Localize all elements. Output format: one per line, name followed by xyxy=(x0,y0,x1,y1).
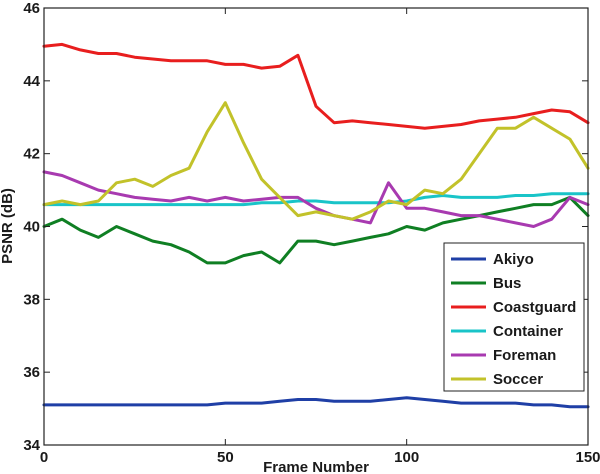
series-line-coastguard xyxy=(42,42,590,130)
series-line-foreman xyxy=(42,170,590,228)
x-axis-label: Frame Number xyxy=(263,459,369,474)
ticks-layer: 0 50 100 150 34 36 38 40 42 44 46 xyxy=(23,0,600,466)
series-layer xyxy=(42,42,590,409)
x-tick-label: 0 xyxy=(40,449,48,466)
y-tick-label: 42 xyxy=(23,146,40,163)
legend: Akiyo Bus Coastguard Container Foreman Soccer xyxy=(443,242,585,392)
y-tick-label: 40 xyxy=(23,219,40,236)
y-tick-label: 38 xyxy=(23,291,40,308)
series-line-soccer xyxy=(42,101,590,221)
legend-label-container: Container xyxy=(493,323,563,340)
legend-label-coastguard: Coastguard xyxy=(493,299,576,316)
series-line-akiyo xyxy=(42,396,590,409)
legend-box xyxy=(443,242,585,392)
x-tick-label: 100 xyxy=(394,449,419,466)
series-line-bus xyxy=(42,195,590,265)
y-tick-label: 36 xyxy=(23,364,40,381)
legend-label-bus: Bus xyxy=(493,275,521,292)
y-tick-label: 44 xyxy=(23,73,40,90)
y-tick-label: 46 xyxy=(23,0,40,17)
y-tick-label: 34 xyxy=(23,437,40,454)
legend-label-akiyo: Akiyo xyxy=(493,251,534,268)
legend-label-foreman: Foreman xyxy=(493,347,556,364)
y-axis-label: PSNR (dB) xyxy=(0,188,16,264)
x-tick-label: 50 xyxy=(217,449,234,466)
x-tick-label: 150 xyxy=(575,449,600,466)
legend-label-soccer: Soccer xyxy=(493,371,543,388)
series-line-container xyxy=(42,192,590,207)
